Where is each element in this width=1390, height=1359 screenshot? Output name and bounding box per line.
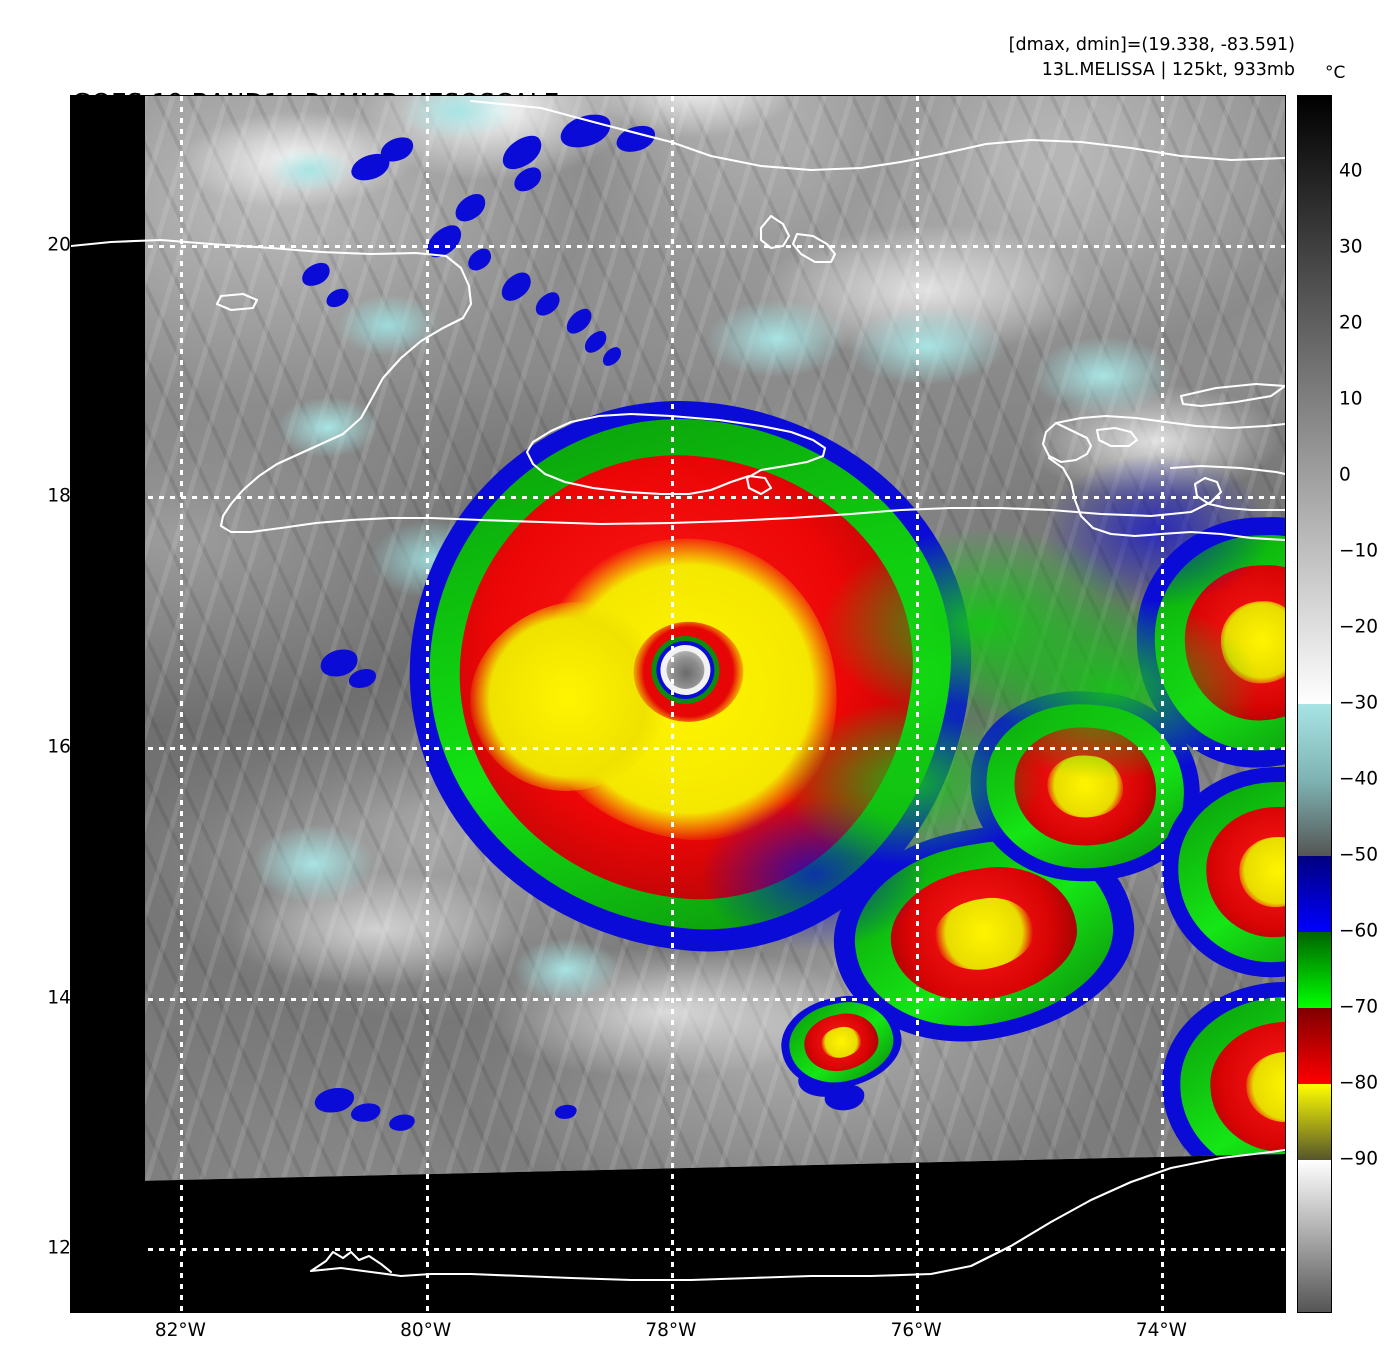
colorbar-tick-label: −80 xyxy=(1339,1072,1379,1094)
colorbar-gradient xyxy=(1298,96,1331,1312)
colorbar-tick-label: −70 xyxy=(1339,996,1379,1018)
colorbar-tick-label: −50 xyxy=(1339,844,1379,866)
data-extrema-label: [dmax, dmin]=(19.338, -83.591) xyxy=(1008,35,1295,55)
colorbar-tick-label: −30 xyxy=(1339,692,1379,714)
x-axis-tick-label: 78°W xyxy=(645,1320,697,1341)
colorbar xyxy=(1297,95,1332,1313)
x-axis-tick-label: 76°W xyxy=(890,1320,942,1341)
colorbar-tick-label: 10 xyxy=(1339,388,1363,410)
colorbar-units-label: °C xyxy=(1325,63,1346,83)
satellite-image-plot: Copyright © 2020-2025 Dapiya xyxy=(70,95,1286,1313)
x-axis-tick-label: 74°W xyxy=(1135,1320,1187,1341)
metadata-annotation: [dmax, dmin]=(19.338, -83.591) 13L.MELIS… xyxy=(1009,33,1295,83)
coastline-overlay xyxy=(71,99,1285,1282)
no-data-region-west xyxy=(71,96,1285,1312)
colorbar-tick-label: 40 xyxy=(1339,160,1363,182)
colorbar-tick-label: −60 xyxy=(1339,920,1379,942)
x-axis-tick-label: 80°W xyxy=(400,1320,452,1341)
storm-info-label: 13L.MELISSA | 125kt, 933mb xyxy=(1041,60,1295,80)
colorbar-tick-label: −20 xyxy=(1339,616,1379,638)
colorbar-tick-label: −10 xyxy=(1339,540,1379,562)
colorbar-tick-label: 0 xyxy=(1339,464,1351,486)
plot-clip-region xyxy=(71,96,1285,1312)
x-axis-tick-label: 82°W xyxy=(154,1320,206,1341)
colorbar-tick-label: 30 xyxy=(1339,236,1363,258)
colorbar-tick-label: −40 xyxy=(1339,768,1379,790)
colorbar-tick-label: 20 xyxy=(1339,312,1363,334)
colorbar-tick-label: −90 xyxy=(1339,1148,1379,1170)
